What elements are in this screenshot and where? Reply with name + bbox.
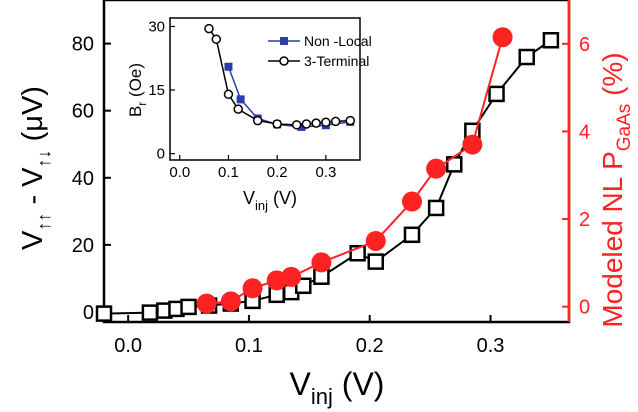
data-point-square <box>542 32 560 49</box>
inset-x-ticks: 0.0 0.1 0.2 0.3 <box>169 155 336 181</box>
inset-point-circle <box>321 117 331 128</box>
inset-series <box>204 23 356 131</box>
right-y-axis-label: Modeled NL PGaAs (%) <box>597 52 635 327</box>
main-y-ticks: 0 20 40 60 80 <box>72 34 111 324</box>
legend-marker-non-local <box>280 37 288 45</box>
inset-point-square <box>297 122 306 131</box>
main-series <box>95 27 560 322</box>
data-point-circle <box>365 230 386 251</box>
inset-point-square <box>236 95 245 104</box>
data-point-square <box>403 226 421 244</box>
data-point-square <box>488 85 505 103</box>
inset-point-circle <box>330 116 341 127</box>
data-point-circle <box>492 27 513 48</box>
inset-point-circle <box>211 34 222 44</box>
inset-plot-frame <box>169 17 361 161</box>
data-point-square <box>518 48 535 66</box>
inset-y-ticks: 0 15 30 <box>148 18 175 163</box>
main-y2-ticks: 0 2 4 6 <box>562 34 590 319</box>
data-point-square <box>141 304 159 321</box>
inset-plot: 0.0 0.1 0.2 0.3 0 15 30 Non -Local 3-Terminal <box>148 17 372 181</box>
inset-point-circle <box>311 118 321 128</box>
data-point-square <box>180 298 197 316</box>
inset-y-tick-label: 0 <box>157 146 165 163</box>
data-point-circle <box>281 266 302 287</box>
main-x-tick-label: 0.0 <box>114 335 142 357</box>
inset-point-circle <box>345 115 356 126</box>
main-x-axis-label: Vinj (V) <box>290 366 385 409</box>
main-y2-tick-label: 6 <box>579 34 590 56</box>
main-y-tick-label: 40 <box>72 168 94 190</box>
inset-point-circle <box>291 120 302 130</box>
main-y2-tick-label: 4 <box>579 121 590 143</box>
legend-label-3-terminal: 3-Terminal <box>304 53 369 69</box>
inset-point-circle <box>272 119 282 129</box>
inset-x-tick-label: 0.0 <box>169 164 190 181</box>
inset-point-circle <box>233 104 243 114</box>
inset-point-circle <box>204 23 214 34</box>
main-plot: 0.0 0.1 0.2 0.3 0 20 40 60 80 0 2 4 6 <box>72 0 590 357</box>
main-y-tick-label: 0 <box>83 302 94 324</box>
inset-y-axis-label: Br (Oe) <box>126 63 149 117</box>
legend-label-non-local: Non -Local <box>304 33 372 49</box>
inset-point-circle <box>223 89 234 100</box>
inset-x-axis-label: Vinj (V) <box>243 188 297 213</box>
main-y-axis-label: V↑↑ - V↑↓ (μV) <box>17 86 54 250</box>
main-x-tick-label: 0.1 <box>235 335 263 357</box>
legend-marker-3-terminal <box>279 56 289 66</box>
data-point-circle <box>196 293 217 314</box>
data-point-circle <box>462 134 483 155</box>
inset-background <box>170 18 360 160</box>
inset-point-circle <box>301 119 312 129</box>
inset-x-tick-label: 0.3 <box>315 164 336 181</box>
data-point-circle <box>311 252 332 273</box>
data-point-circle <box>426 158 447 179</box>
data-point-square <box>95 305 113 322</box>
main-y-tick-label: 60 <box>72 101 94 123</box>
data-point-circle <box>242 278 263 299</box>
main-x-tick-label: 0.3 <box>477 335 505 357</box>
data-point-square <box>295 277 312 295</box>
main-y-tick-label: 20 <box>72 235 94 257</box>
main-y2-tick-label: 2 <box>579 209 590 231</box>
inset-x-tick-label: 0.1 <box>218 164 239 181</box>
data-point-square <box>427 199 445 217</box>
main-x-ticks: 0.0 0.1 0.2 0.3 <box>114 315 504 357</box>
data-point-circle <box>401 191 422 212</box>
data-point-square <box>367 253 385 270</box>
main-y-tick-label: 80 <box>72 34 94 56</box>
inset-x-tick-label: 0.2 <box>267 164 288 181</box>
data-point-circle <box>220 291 241 312</box>
inset-point-circle <box>252 115 263 126</box>
inset-y-tick-label: 30 <box>148 18 165 35</box>
legend-entry-3-terminal: 3-Terminal <box>268 53 369 69</box>
inset-y-tick-label: 15 <box>148 82 165 99</box>
main-x-tick-label: 0.2 <box>356 335 384 357</box>
inset-legend: Non -Local 3-Terminal <box>268 33 372 69</box>
legend-entry-non-local: Non -Local <box>268 33 372 49</box>
main-y2-tick-label: 0 <box>579 297 590 319</box>
inset-point-square <box>224 62 233 71</box>
